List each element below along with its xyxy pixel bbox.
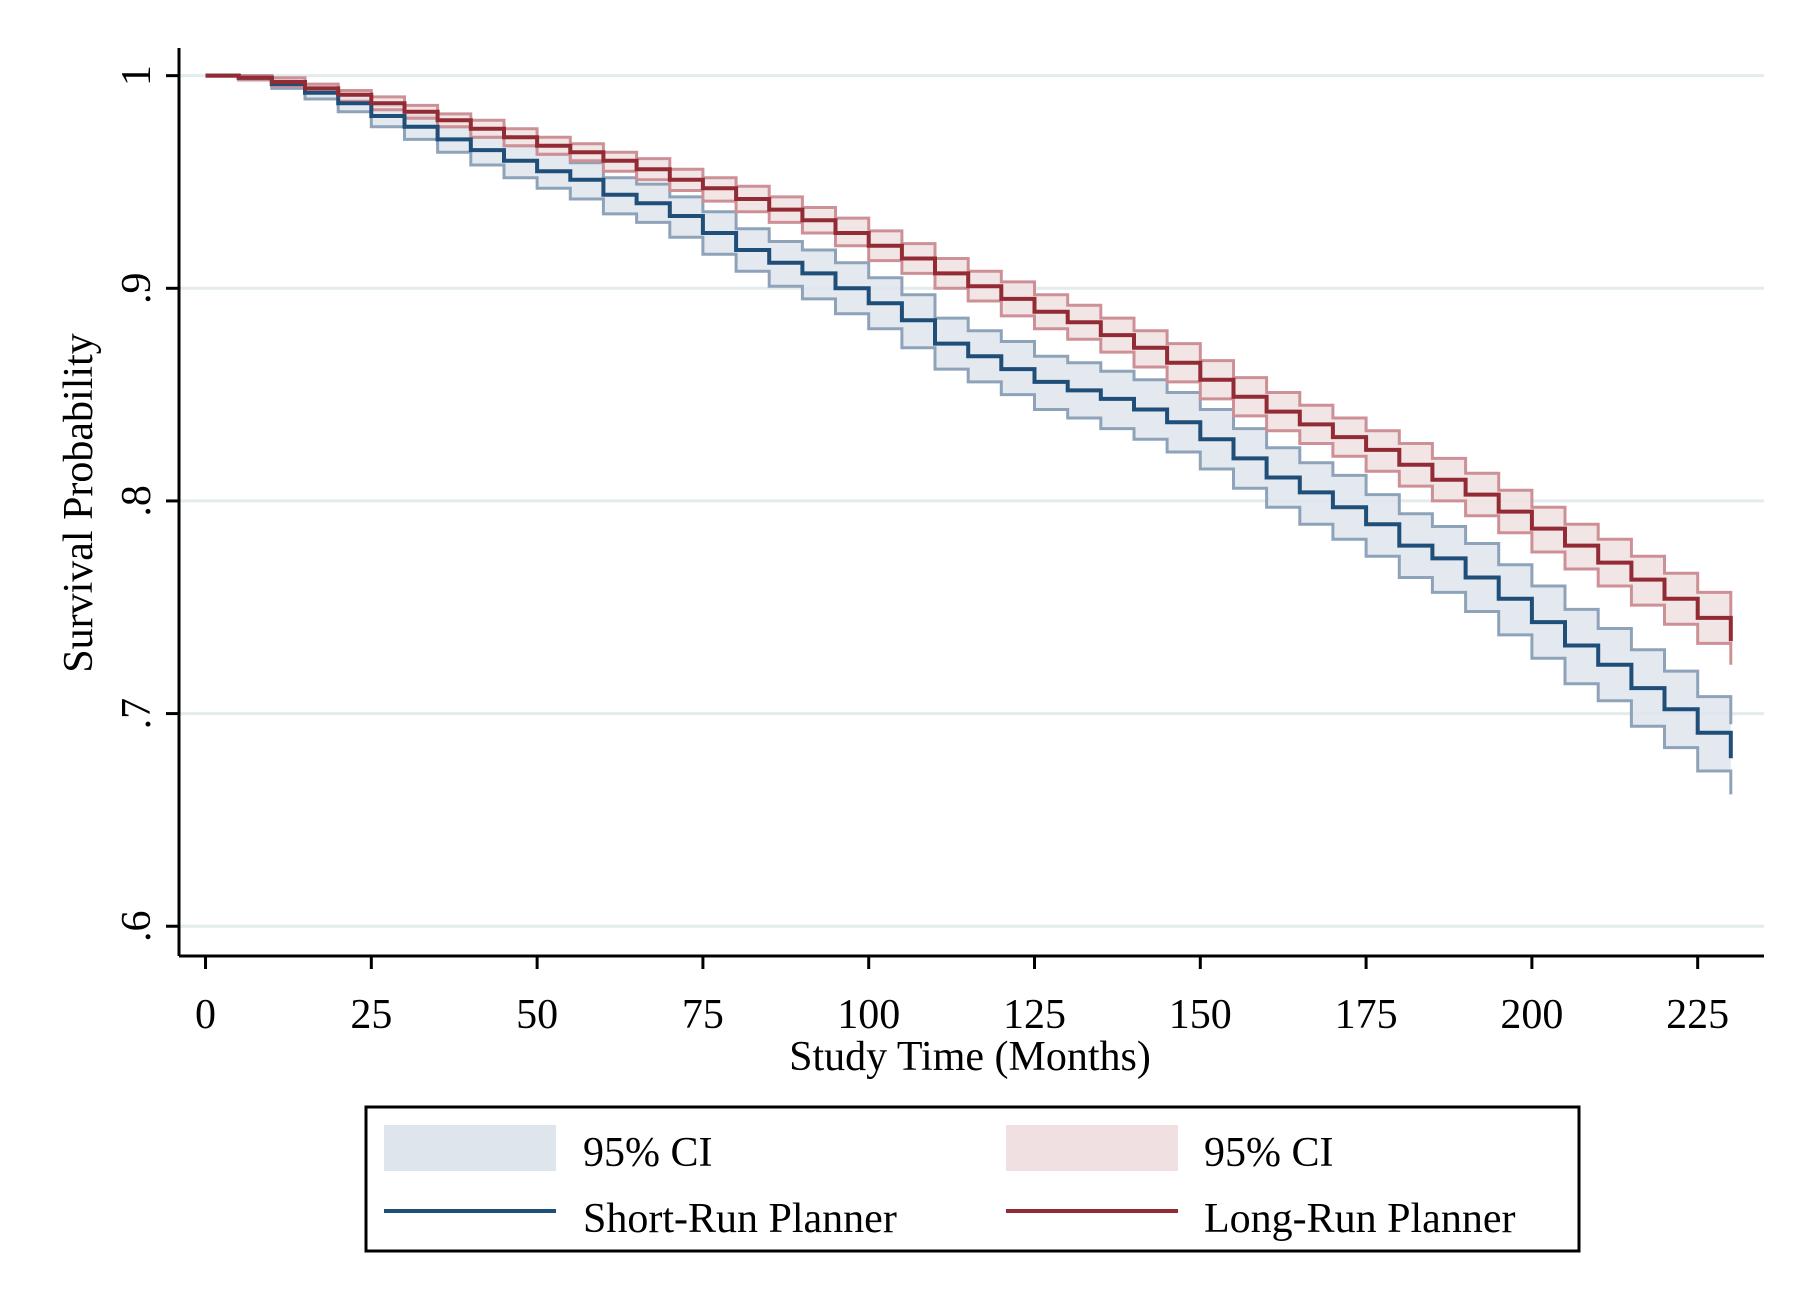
x-tick-label-2: 50 — [516, 992, 558, 1038]
x-tick-label-7: 175 — [1335, 992, 1398, 1038]
legend-swatch-band-short — [384, 1125, 556, 1171]
x-tick-label-9: 225 — [1666, 992, 1729, 1038]
y-tick-label-2: .8 — [114, 485, 160, 517]
x-tick-label-1: 25 — [350, 992, 392, 1038]
legend-frame — [364, 1105, 1581, 1253]
x-tick-label-6: 150 — [1169, 992, 1232, 1038]
x-tick-label-5: 125 — [1003, 992, 1066, 1038]
ci-upper-1 — [205, 74, 1733, 618]
y-tick-label-3: .9 — [114, 273, 160, 305]
legend-label-ci-long: 95% CI — [1204, 1130, 1334, 1176]
y-axis-title: Survival Probability — [56, 333, 102, 673]
x-tick-label-4: 100 — [837, 992, 900, 1038]
survival-lines — [205, 73, 1733, 759]
x-tick-label-0: 0 — [195, 992, 216, 1038]
y-tick-label-1: .7 — [114, 698, 160, 730]
survival-line-1 — [205, 73, 1733, 642]
x-tick-label-3: 75 — [682, 992, 724, 1038]
y-tick-label-4: 1 — [114, 65, 160, 86]
legend: 95% CI 95% CI Short-Run Planner Long-Run… — [364, 1105, 1581, 1253]
legend-label-ci-short: 95% CI — [583, 1130, 713, 1176]
y-tick-label-0: .6 — [114, 910, 160, 942]
confidence-bands — [205, 74, 1733, 795]
grid — [179, 74, 1764, 928]
legend-label-short-run: Short-Run Planner — [583, 1196, 897, 1242]
legend-label-long-run: Long-Run Planner — [1204, 1196, 1515, 1242]
x-tick-label-8: 200 — [1500, 992, 1563, 1038]
legend-swatch-band-long — [1006, 1125, 1178, 1171]
ci-lower-0 — [205, 74, 1733, 795]
ticks: .6 .7 .8 .9 1 0 25 50 75 100 125 150 175 200 225 — [114, 65, 1729, 1038]
survival-line-0 — [205, 73, 1733, 759]
ci-band-0 — [205, 75, 1731, 795]
x-axis-title: Study Time (Months) — [789, 1034, 1151, 1080]
